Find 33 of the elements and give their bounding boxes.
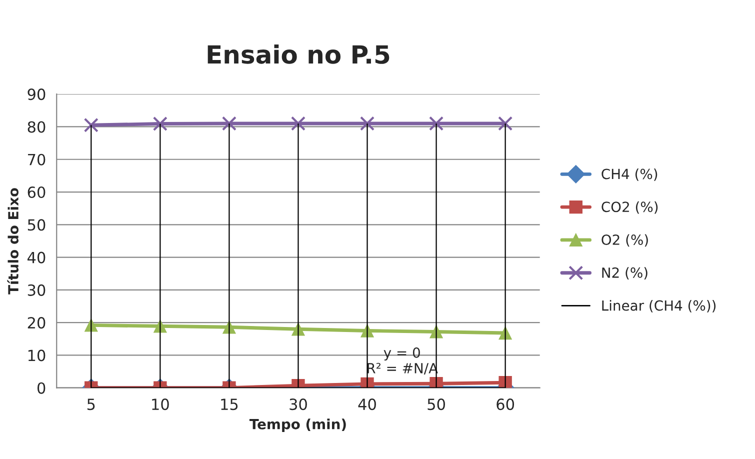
- y-tick-label: 50: [28, 219, 46, 231]
- y-axis-title: Título do Eixo: [7, 188, 19, 294]
- legend-label: O2 (%): [602, 234, 648, 247]
- y-tick-label: 30: [28, 284, 46, 296]
- point: [290, 116, 306, 131]
- y-tick-label: 70: [28, 154, 46, 166]
- y-tick-label: 90: [28, 88, 46, 100]
- legend-label: CO2 (%): [602, 201, 658, 214]
- y-tick-label: 10: [28, 350, 46, 362]
- point: [84, 118, 98, 132]
- legend-label: CH4 (%): [602, 168, 658, 181]
- x-tick-label: 5: [87, 398, 95, 410]
- legend-label: N2 (%): [602, 267, 648, 280]
- y-tick-label: 20: [28, 317, 46, 329]
- x-tick-label: 10: [152, 398, 169, 410]
- y-tick-label: 0: [37, 382, 46, 394]
- point: [152, 116, 168, 132]
- point: [360, 116, 375, 131]
- x-tick-label: 60: [496, 398, 514, 410]
- x-tick-label: 15: [221, 398, 238, 410]
- point: [498, 116, 513, 131]
- point: [498, 376, 512, 388]
- x-tick-label: 40: [358, 398, 376, 410]
- chart-title: Ensaio no P.5: [208, 44, 390, 64]
- x-tick-label: 30: [290, 398, 307, 410]
- y-tick-label: 60: [28, 186, 46, 198]
- point: [222, 116, 236, 131]
- legend-label: Linear (CH4 (%)): [602, 300, 716, 312]
- y-tick-label: 80: [28, 121, 46, 133]
- y-tick-label: 40: [28, 252, 46, 264]
- x-tick-label: 50: [428, 398, 445, 410]
- point: [428, 116, 444, 131]
- x-axis-title: Tempo (min): [249, 418, 346, 432]
